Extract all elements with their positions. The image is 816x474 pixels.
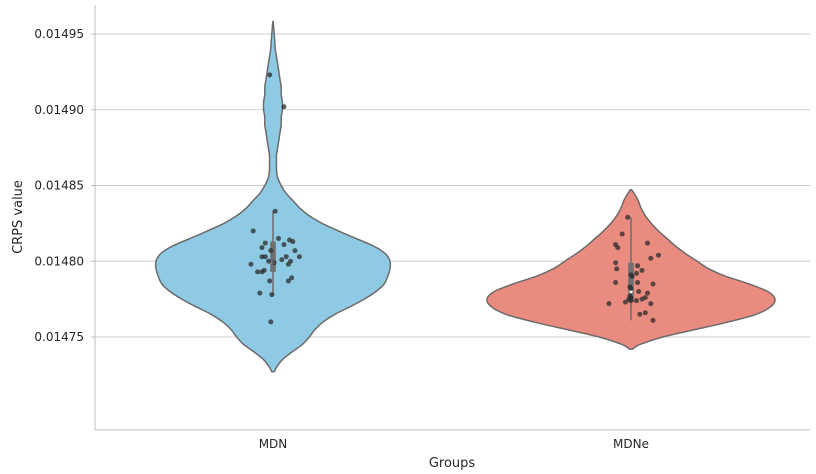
data-point	[285, 261, 291, 267]
y-tick-label: 0.01480	[34, 254, 84, 268]
data-point	[281, 104, 287, 110]
data-point	[290, 239, 296, 245]
data-point	[628, 298, 634, 304]
data-point	[283, 254, 289, 260]
data-point	[656, 252, 661, 258]
data-point	[642, 310, 648, 316]
data-point	[268, 319, 274, 325]
data-point	[266, 258, 272, 264]
data-point	[639, 267, 645, 273]
data-point	[613, 279, 619, 285]
y-tick-label: 0.01490	[34, 103, 84, 117]
data-point	[267, 278, 273, 284]
data-point	[634, 298, 639, 304]
data-point	[289, 275, 295, 281]
data-point	[648, 301, 654, 307]
x-tick-label: MDN	[259, 437, 288, 451]
data-point	[285, 278, 291, 284]
y-tick-label: 0.01485	[34, 179, 84, 193]
data-point	[271, 260, 277, 266]
data-point	[613, 260, 619, 266]
data-point	[634, 270, 639, 276]
box-iqr	[628, 262, 634, 303]
data-point	[250, 228, 256, 234]
y-tick-label: 0.01495	[34, 27, 84, 41]
data-point	[648, 255, 654, 261]
data-point	[645, 240, 650, 246]
box-iqr	[270, 241, 276, 272]
data-point	[637, 311, 643, 317]
violin-mdne	[486, 188, 776, 350]
data-point	[625, 214, 631, 220]
data-point	[259, 254, 265, 260]
data-point	[645, 290, 650, 296]
data-point	[635, 279, 641, 285]
data-point	[281, 242, 287, 248]
data-point	[606, 301, 612, 307]
data-point	[623, 299, 628, 305]
violin-mdn	[154, 20, 392, 373]
y-axis-label: CRPS value	[11, 180, 26, 254]
tick-labels: 0.01475 0.01480 0.01485 0.01490 0.01495 MDN MD…	[34, 27, 649, 451]
data-point	[268, 248, 274, 254]
data-point	[257, 290, 263, 296]
data-point	[292, 248, 298, 254]
data-point	[639, 296, 645, 302]
data-point	[619, 231, 625, 237]
x-tick-label: MDNe	[613, 437, 649, 451]
data-point	[262, 240, 268, 246]
data-point	[272, 208, 278, 214]
violins	[154, 20, 776, 373]
data-point	[267, 72, 273, 78]
data-point	[259, 245, 265, 251]
data-point	[255, 269, 261, 275]
y-tick-label: 0.01475	[34, 330, 84, 344]
data-point	[615, 245, 621, 251]
axes	[94, 5, 810, 431]
data-point	[629, 273, 635, 279]
violin-body	[154, 20, 392, 373]
data-point	[636, 289, 642, 295]
data-point	[650, 317, 656, 323]
data-point	[269, 292, 275, 298]
x-axis-label: Groups	[429, 456, 476, 471]
data-point	[276, 236, 281, 242]
data-point	[614, 266, 620, 272]
data-point	[296, 254, 302, 260]
data-point	[248, 261, 254, 267]
data-point	[259, 269, 265, 275]
data-point	[628, 286, 634, 292]
data-point	[650, 281, 656, 287]
data-point	[635, 263, 641, 269]
data-point	[279, 257, 285, 263]
